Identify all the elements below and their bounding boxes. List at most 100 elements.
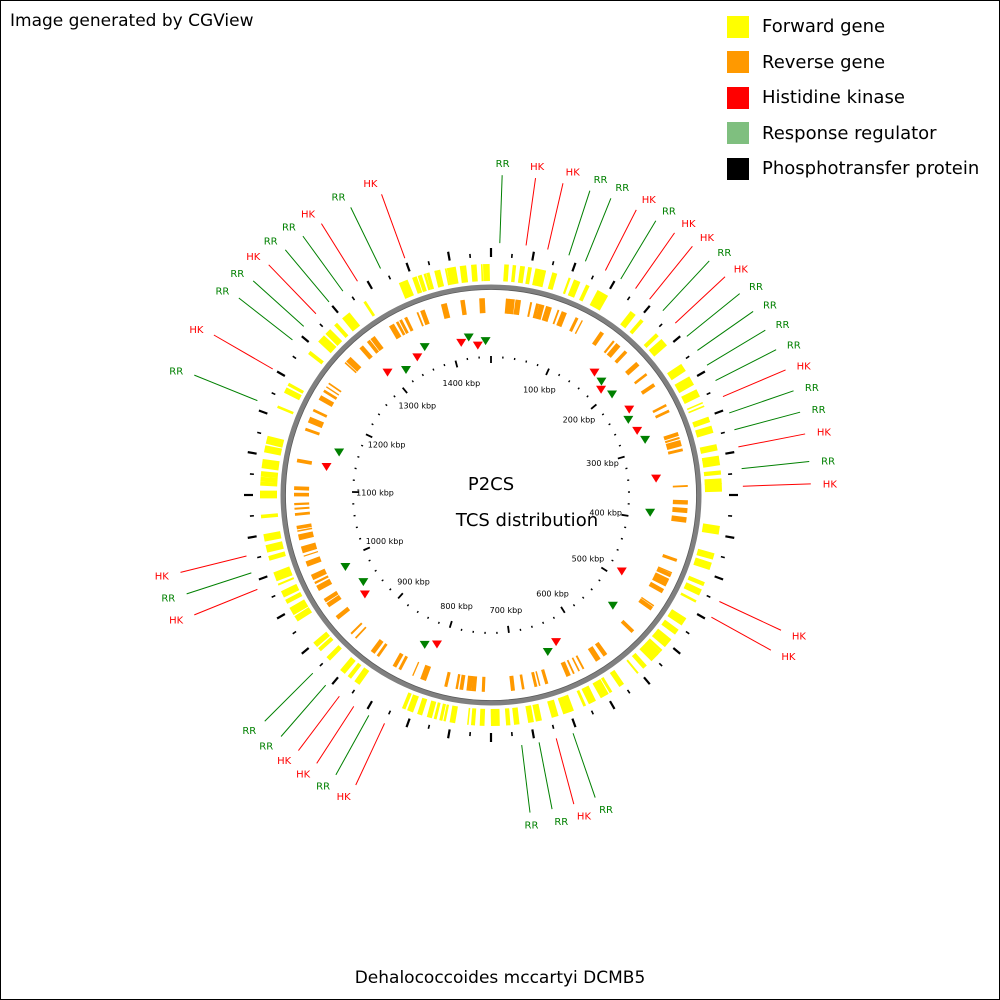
forward-gene-block bbox=[263, 531, 282, 542]
feature-label: HK bbox=[246, 252, 261, 263]
inner-tick bbox=[368, 559, 371, 562]
histidine-kinase-marker bbox=[632, 426, 643, 435]
forward-gene-block bbox=[277, 405, 294, 415]
forward-gene-block bbox=[564, 694, 574, 713]
forward-gene-block bbox=[629, 319, 644, 335]
reverse-gene-block bbox=[614, 350, 628, 364]
callout-line bbox=[604, 209, 637, 271]
callout-line bbox=[180, 555, 247, 573]
forward-gene-block bbox=[426, 700, 437, 719]
reverse-gene-block bbox=[509, 675, 515, 691]
forward-gene-block bbox=[511, 265, 517, 283]
callout-line bbox=[729, 390, 794, 414]
outer-tick bbox=[405, 262, 411, 272]
forward-gene-block bbox=[325, 329, 343, 346]
callout-line bbox=[584, 198, 612, 262]
callout-line bbox=[316, 706, 355, 764]
backbone-inner-edge bbox=[285, 289, 697, 701]
feature-label: HK bbox=[700, 233, 715, 244]
forward-gene-block bbox=[609, 669, 625, 688]
forward-gene-block bbox=[446, 266, 459, 285]
forward-gene-block bbox=[363, 300, 376, 317]
legend-item-forward-gene: Forward gene bbox=[727, 9, 979, 45]
response-regulator-marker bbox=[419, 343, 430, 352]
reverse-gene-block bbox=[648, 581, 665, 594]
center-subtitle: TCS distribution bbox=[455, 510, 598, 531]
reverse-gene-block bbox=[399, 319, 409, 334]
forward-gene-block bbox=[696, 548, 715, 560]
reverse-gene-block bbox=[304, 427, 320, 436]
forward-gene-block bbox=[459, 265, 469, 283]
feature-label: RR bbox=[763, 301, 777, 312]
callout-line bbox=[662, 260, 710, 312]
outer-tick bbox=[257, 555, 262, 559]
forward-gene-block bbox=[417, 274, 427, 293]
forward-gene-block bbox=[471, 264, 478, 282]
outer-tick bbox=[258, 409, 268, 415]
histidine-kinase-marker bbox=[589, 368, 600, 377]
reverse-gene-block bbox=[460, 299, 467, 316]
callout-line bbox=[264, 672, 314, 722]
outer-tick bbox=[658, 662, 663, 667]
forward-gene-block bbox=[417, 697, 428, 716]
center-title: P2CS bbox=[468, 474, 514, 495]
reverse-gene-block bbox=[328, 382, 342, 393]
callout-line bbox=[355, 723, 385, 786]
feature-label: RR bbox=[805, 383, 819, 394]
reverse-gene-block bbox=[459, 674, 466, 691]
inner-tick bbox=[397, 592, 404, 600]
legend-swatch bbox=[727, 157, 749, 180]
histidine-kinase-marker bbox=[551, 638, 562, 647]
callout-line bbox=[194, 588, 258, 616]
feature-label: RR bbox=[242, 726, 256, 737]
outer-tick bbox=[276, 370, 286, 377]
reverse-gene-block bbox=[307, 416, 325, 429]
forward-gene-block bbox=[401, 692, 412, 710]
forward-gene-block bbox=[674, 376, 695, 394]
outer-tick bbox=[609, 700, 616, 710]
tcs-marker-ring bbox=[321, 333, 662, 656]
response-regulator-marker bbox=[596, 377, 607, 386]
inner-tick bbox=[558, 373, 561, 377]
outer-tick bbox=[427, 724, 431, 729]
outer-tick bbox=[366, 700, 373, 710]
response-regulator-marker bbox=[607, 390, 618, 399]
forward-gene-block bbox=[651, 629, 671, 648]
forward-gene-block bbox=[260, 471, 279, 479]
legend-label: Reverse gene bbox=[762, 51, 886, 73]
reverse-gene-block bbox=[297, 527, 313, 532]
response-regulator-marker bbox=[623, 415, 634, 424]
reverse-gene-block bbox=[316, 578, 333, 591]
reverse-gene-block bbox=[667, 448, 684, 455]
outer-tick bbox=[720, 555, 725, 559]
inner-tick bbox=[448, 620, 453, 629]
reverse-gene-block bbox=[296, 458, 313, 465]
histidine-kinase-marker bbox=[321, 463, 332, 472]
outer-tick bbox=[685, 630, 690, 635]
feature-label: RR bbox=[332, 193, 346, 204]
forward-gene-block bbox=[681, 389, 701, 405]
reverse-gene-block bbox=[366, 339, 380, 354]
legend-label: Response regulator bbox=[762, 122, 937, 144]
forward-gene-block bbox=[576, 689, 587, 707]
forward-gene-block bbox=[631, 652, 647, 669]
legend-label: Histidine kinase bbox=[762, 87, 905, 109]
response-regulator-marker bbox=[645, 508, 656, 517]
legend-swatch bbox=[727, 15, 749, 38]
inner-tick bbox=[411, 380, 414, 383]
feature-label: RR bbox=[264, 237, 278, 248]
reverse-gene-block bbox=[395, 321, 406, 336]
forward-gene-block bbox=[699, 444, 718, 454]
forward-gene-block bbox=[313, 631, 329, 646]
feature-label: HK bbox=[277, 756, 292, 767]
feature-label: RR bbox=[749, 282, 763, 293]
tick-label: 600 kbp bbox=[536, 589, 569, 598]
outer-tick bbox=[551, 724, 555, 729]
outer-tick bbox=[609, 280, 616, 290]
reverse-gene-block bbox=[412, 661, 420, 677]
forward-gene-block bbox=[423, 273, 431, 291]
forward-gene-block bbox=[294, 607, 313, 622]
reverse-gene-block bbox=[606, 343, 621, 358]
outer-tick bbox=[447, 729, 451, 739]
outer-tick bbox=[706, 594, 711, 598]
